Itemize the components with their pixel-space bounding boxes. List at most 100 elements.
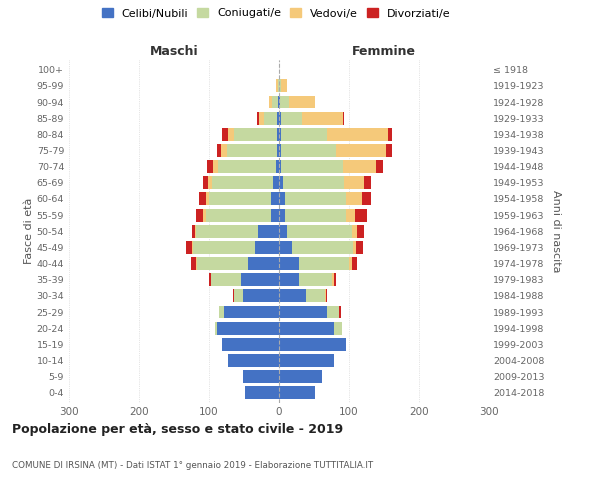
Bar — [245, 386, 279, 400]
Bar — [259, 112, 265, 124]
Bar — [191, 257, 196, 270]
Text: Maschi: Maschi — [149, 46, 199, 59]
Bar — [299, 274, 332, 286]
Bar — [196, 257, 197, 270]
Bar — [196, 225, 258, 237]
Bar — [356, 241, 363, 254]
Bar — [302, 112, 343, 124]
Bar — [264, 112, 277, 124]
Bar — [241, 274, 279, 286]
Bar — [346, 208, 355, 222]
Bar — [191, 225, 195, 237]
Bar — [326, 306, 339, 318]
Bar — [277, 128, 279, 141]
Bar — [299, 257, 349, 270]
Bar — [362, 192, 371, 205]
Bar — [215, 322, 217, 334]
Bar — [283, 176, 344, 189]
Bar — [277, 144, 279, 157]
Bar — [209, 192, 271, 205]
Bar — [209, 274, 211, 286]
Bar — [358, 225, 364, 237]
Bar — [208, 176, 212, 189]
Bar — [279, 144, 281, 157]
Bar — [352, 225, 358, 237]
Bar — [364, 176, 371, 189]
Bar — [279, 112, 281, 124]
Bar — [257, 112, 259, 124]
Bar — [332, 274, 334, 286]
Bar — [305, 290, 325, 302]
Bar — [352, 257, 358, 270]
Bar — [279, 208, 284, 222]
Bar — [193, 241, 254, 254]
Bar — [388, 128, 392, 141]
Bar — [212, 176, 274, 189]
Text: Popolazione per età, sesso e stato civile - 2019: Popolazione per età, sesso e stato civil… — [12, 422, 343, 436]
Bar — [212, 160, 218, 173]
Bar — [279, 225, 287, 237]
Bar — [233, 128, 277, 141]
Bar — [281, 112, 302, 124]
Bar — [281, 128, 326, 141]
Bar — [274, 176, 279, 189]
Bar — [280, 96, 289, 108]
Bar — [186, 241, 191, 254]
Bar — [287, 225, 352, 237]
Bar — [279, 241, 292, 254]
Bar — [206, 208, 271, 222]
Bar — [334, 274, 337, 286]
Bar — [355, 208, 367, 222]
Bar — [376, 160, 383, 173]
Bar — [278, 80, 279, 92]
Bar — [279, 257, 299, 270]
Bar — [242, 370, 279, 383]
Bar — [199, 192, 206, 205]
Bar — [218, 160, 275, 173]
Bar — [269, 96, 272, 108]
Bar — [234, 290, 242, 302]
Bar — [206, 192, 209, 205]
Bar — [258, 225, 279, 237]
Bar — [271, 208, 279, 222]
Bar — [292, 241, 353, 254]
Bar — [343, 160, 376, 173]
Bar — [344, 176, 364, 189]
Bar — [336, 144, 386, 157]
Bar — [254, 241, 279, 254]
Bar — [223, 128, 228, 141]
Bar — [228, 354, 279, 367]
Bar — [227, 144, 277, 157]
Bar — [326, 290, 328, 302]
Bar — [279, 322, 334, 334]
Bar — [211, 274, 241, 286]
Bar — [219, 306, 224, 318]
Bar — [221, 144, 227, 157]
Bar — [203, 176, 208, 189]
Legend: Celibi/Nubili, Coniugati/e, Vedovi/e, Divorziati/e: Celibi/Nubili, Coniugati/e, Vedovi/e, Di… — [101, 8, 451, 18]
Bar — [279, 386, 316, 400]
Bar — [276, 80, 278, 92]
Bar — [275, 160, 279, 173]
Bar — [195, 225, 196, 237]
Bar — [191, 241, 193, 254]
Bar — [325, 290, 326, 302]
Y-axis label: Anni di nascita: Anni di nascita — [551, 190, 562, 272]
Bar — [228, 128, 233, 141]
Bar — [289, 96, 316, 108]
Bar — [272, 96, 278, 108]
Bar — [217, 322, 279, 334]
Bar — [248, 257, 279, 270]
Bar — [284, 208, 346, 222]
Bar — [278, 96, 279, 108]
Bar — [334, 322, 342, 334]
Bar — [203, 208, 206, 222]
Bar — [279, 96, 280, 108]
Bar — [279, 354, 334, 367]
Bar — [281, 80, 287, 92]
Y-axis label: Fasce di età: Fasce di età — [24, 198, 34, 264]
Bar — [233, 290, 234, 302]
Bar — [197, 257, 248, 270]
Bar — [279, 192, 284, 205]
Bar — [279, 370, 322, 383]
